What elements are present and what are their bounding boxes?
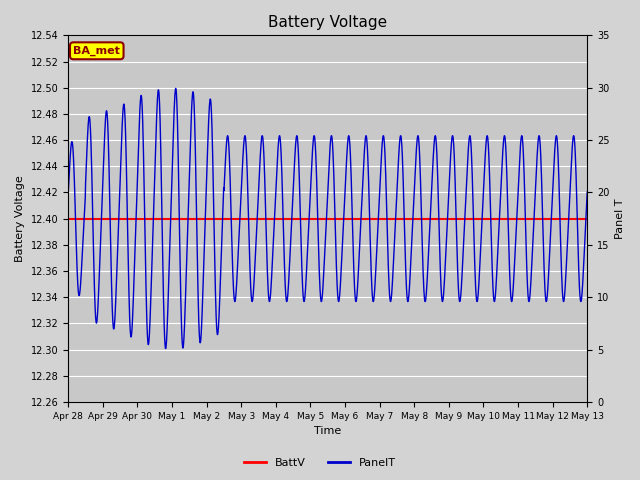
Title: Battery Voltage: Battery Voltage (268, 15, 387, 30)
Y-axis label: Battery Voltage: Battery Voltage (15, 175, 25, 262)
Y-axis label: Panel T: Panel T (615, 198, 625, 239)
Legend: BattV, PanelT: BattV, PanelT (239, 453, 401, 472)
Text: BA_met: BA_met (74, 46, 120, 56)
X-axis label: Time: Time (314, 426, 341, 436)
